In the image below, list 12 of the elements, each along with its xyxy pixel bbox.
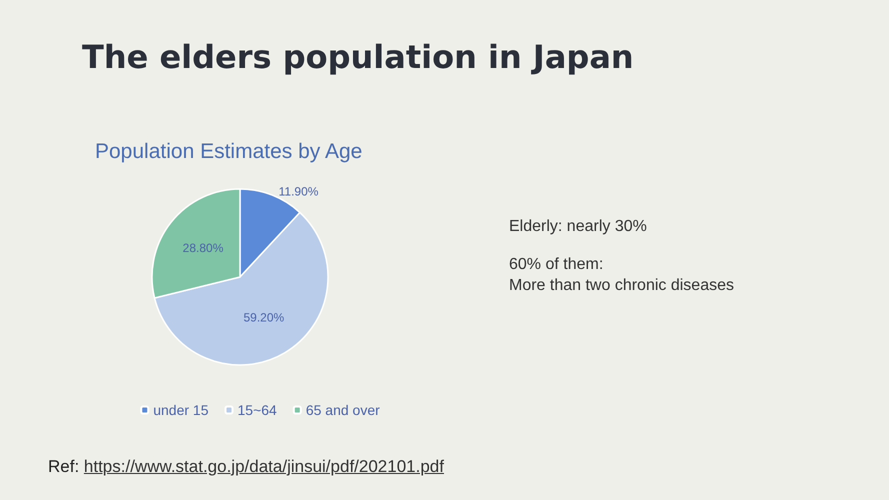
data-label: 28.80% [182,240,224,255]
text: More than two chronic diseases [509,276,734,296]
legend-label: under 15 [153,402,209,418]
legend-label: 65 and over [306,402,380,418]
text: Elderly: nearly 30% [509,217,648,237]
data-label: 11.90% [278,184,319,198]
text: 60% of them: [509,255,604,275]
legend-label: 15~64 [238,402,278,418]
data-label: 59.20% [243,310,284,325]
text: Ref: https://www.stat.go.jp/data/jinsui/pdf/202101.pdf [48,457,444,476]
chart-subtitle: Population Estimates by Age [95,140,362,163]
chart-title: The elders population in Japan [82,38,634,76]
